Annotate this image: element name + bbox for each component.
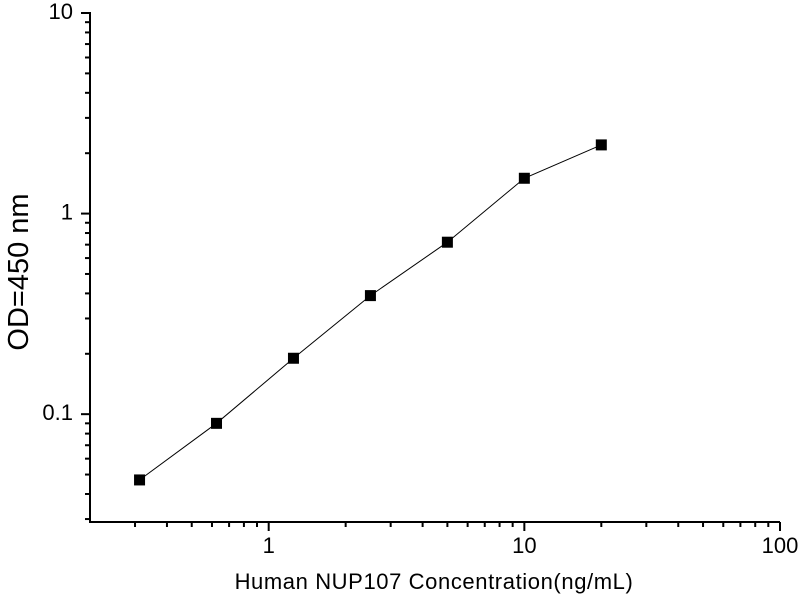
data-point-marker — [287, 352, 299, 364]
x-tick-label: 100 — [762, 533, 799, 558]
y-tick-label: 0.1 — [42, 400, 73, 425]
data-point-marker — [518, 172, 530, 184]
axis-lines — [89, 12, 780, 523]
data-series — [134, 139, 607, 486]
series-line — [139, 144, 602, 481]
y-axis-title: OD=450 nm — [3, 193, 35, 350]
x-axis-title: Human NUP107 Concentration(ng/mL) — [235, 569, 634, 594]
data-point-marker — [134, 474, 146, 486]
data-point-marker — [211, 417, 223, 429]
data-point-marker — [364, 290, 376, 302]
axis-ticks — [81, 12, 781, 531]
x-tick-label: 1 — [263, 533, 275, 558]
data-point-marker — [595, 139, 607, 151]
y-tick-label: 10 — [49, 0, 73, 24]
y-tick-label: 1 — [61, 200, 73, 225]
tick-labels: 1 10 100 10 1 0.1 — [42, 0, 798, 558]
data-point-marker — [441, 236, 453, 248]
x-tick-label: 10 — [512, 533, 536, 558]
